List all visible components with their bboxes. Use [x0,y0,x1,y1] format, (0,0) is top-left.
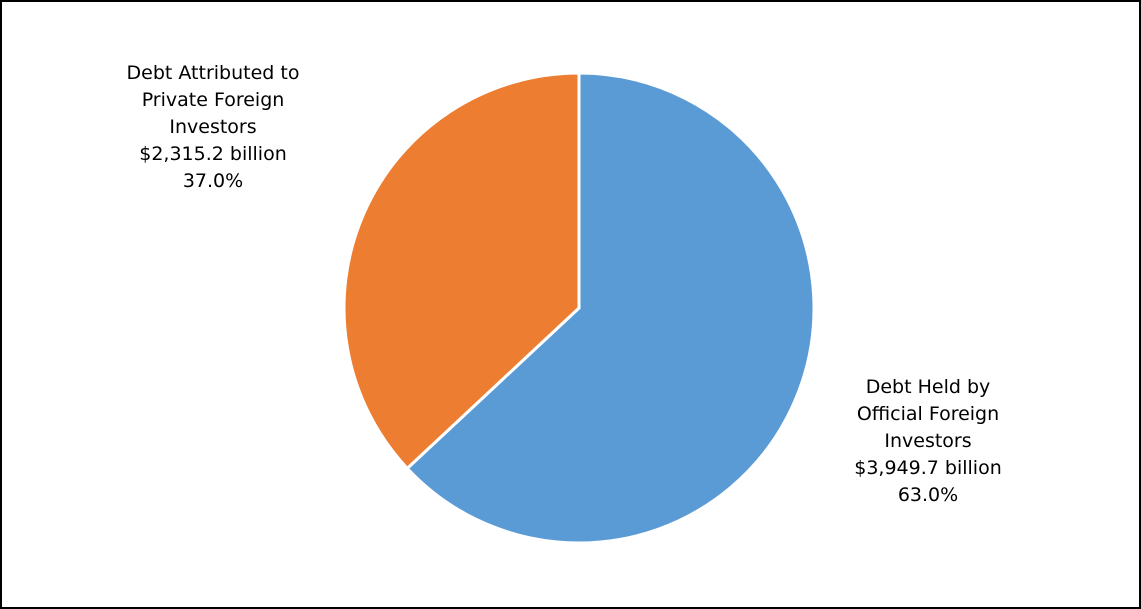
label-official-name-line-2: Official Foreign [856,403,1000,425]
label-private-name-line-3: Investors [169,116,257,138]
label-official-percent: 63.0% [897,484,959,506]
label-official-foreign-investors: Debt Held by Official Foreign Investors … [808,374,1048,509]
label-private-percent: 37.0% [182,170,244,192]
label-official-name-line-1: Debt Held by [865,376,991,398]
label-official-name-line-3: Investors [884,430,972,452]
label-private-value: $2,315.2 billion [139,143,287,165]
pie-slice-official-foreign-investors [405,71,816,545]
label-private-name-line-2: Private Foreign [141,89,285,111]
label-private-foreign-investors: Debt Attributed to Private Foreign Inves… [78,60,348,195]
pie-slice-private-foreign-investors [342,71,581,470]
label-private-name-line-1: Debt Attributed to [126,62,300,84]
label-official-value: $3,949.7 billion [854,457,1002,479]
